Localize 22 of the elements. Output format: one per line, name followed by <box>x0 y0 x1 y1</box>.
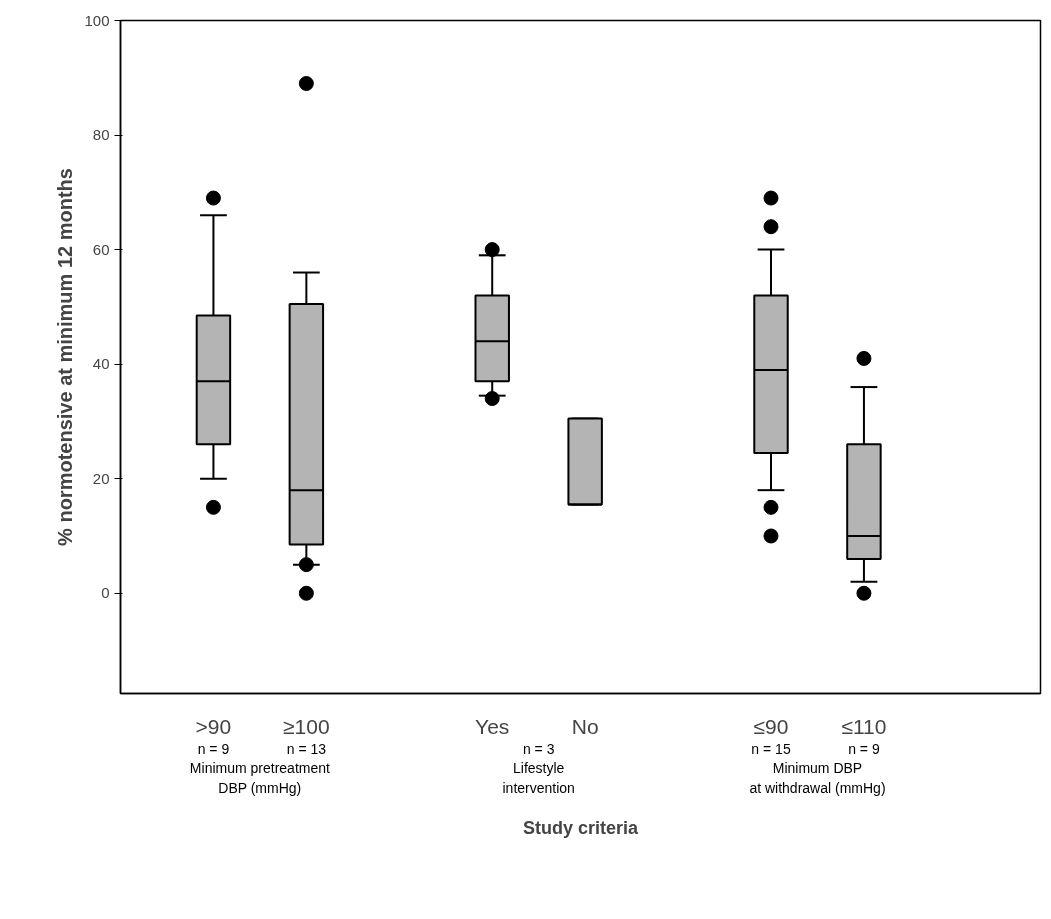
y-tick-label: 40 <box>92 355 110 373</box>
text: n = 9 <box>197 741 230 758</box>
text: Lifestyle intervention <box>502 760 575 796</box>
text: n = 13 <box>286 741 327 758</box>
x-axis-title: Study criteria <box>522 817 640 838</box>
y-tick-label: 20 <box>92 469 110 487</box>
text: Minimum pretreatment DBP (mmHg) <box>189 760 331 796</box>
text: n = 9 <box>848 741 880 758</box>
x-tick-label: >90 <box>195 714 232 738</box>
y-axis-title: % normotensive at minimum 12 months <box>54 168 77 546</box>
text: n = 15 <box>751 741 791 758</box>
y-tick-label: 60 <box>92 240 110 258</box>
x-tick-label: Yes <box>475 714 510 738</box>
x-tick-label: No <box>571 714 599 738</box>
text: Minimum DBP at withdrawal (mmHg) <box>749 760 886 796</box>
x-tick-label: ≤90 <box>753 714 789 738</box>
y-tick-label: 100 <box>84 11 110 29</box>
text: n = 3 <box>522 741 555 758</box>
x-tick-label: ≤110 <box>841 714 887 738</box>
y-tick-label: 0 <box>101 584 110 602</box>
y-tick-label: 80 <box>92 126 110 144</box>
x-tick-label: ≥100 <box>283 714 330 738</box>
